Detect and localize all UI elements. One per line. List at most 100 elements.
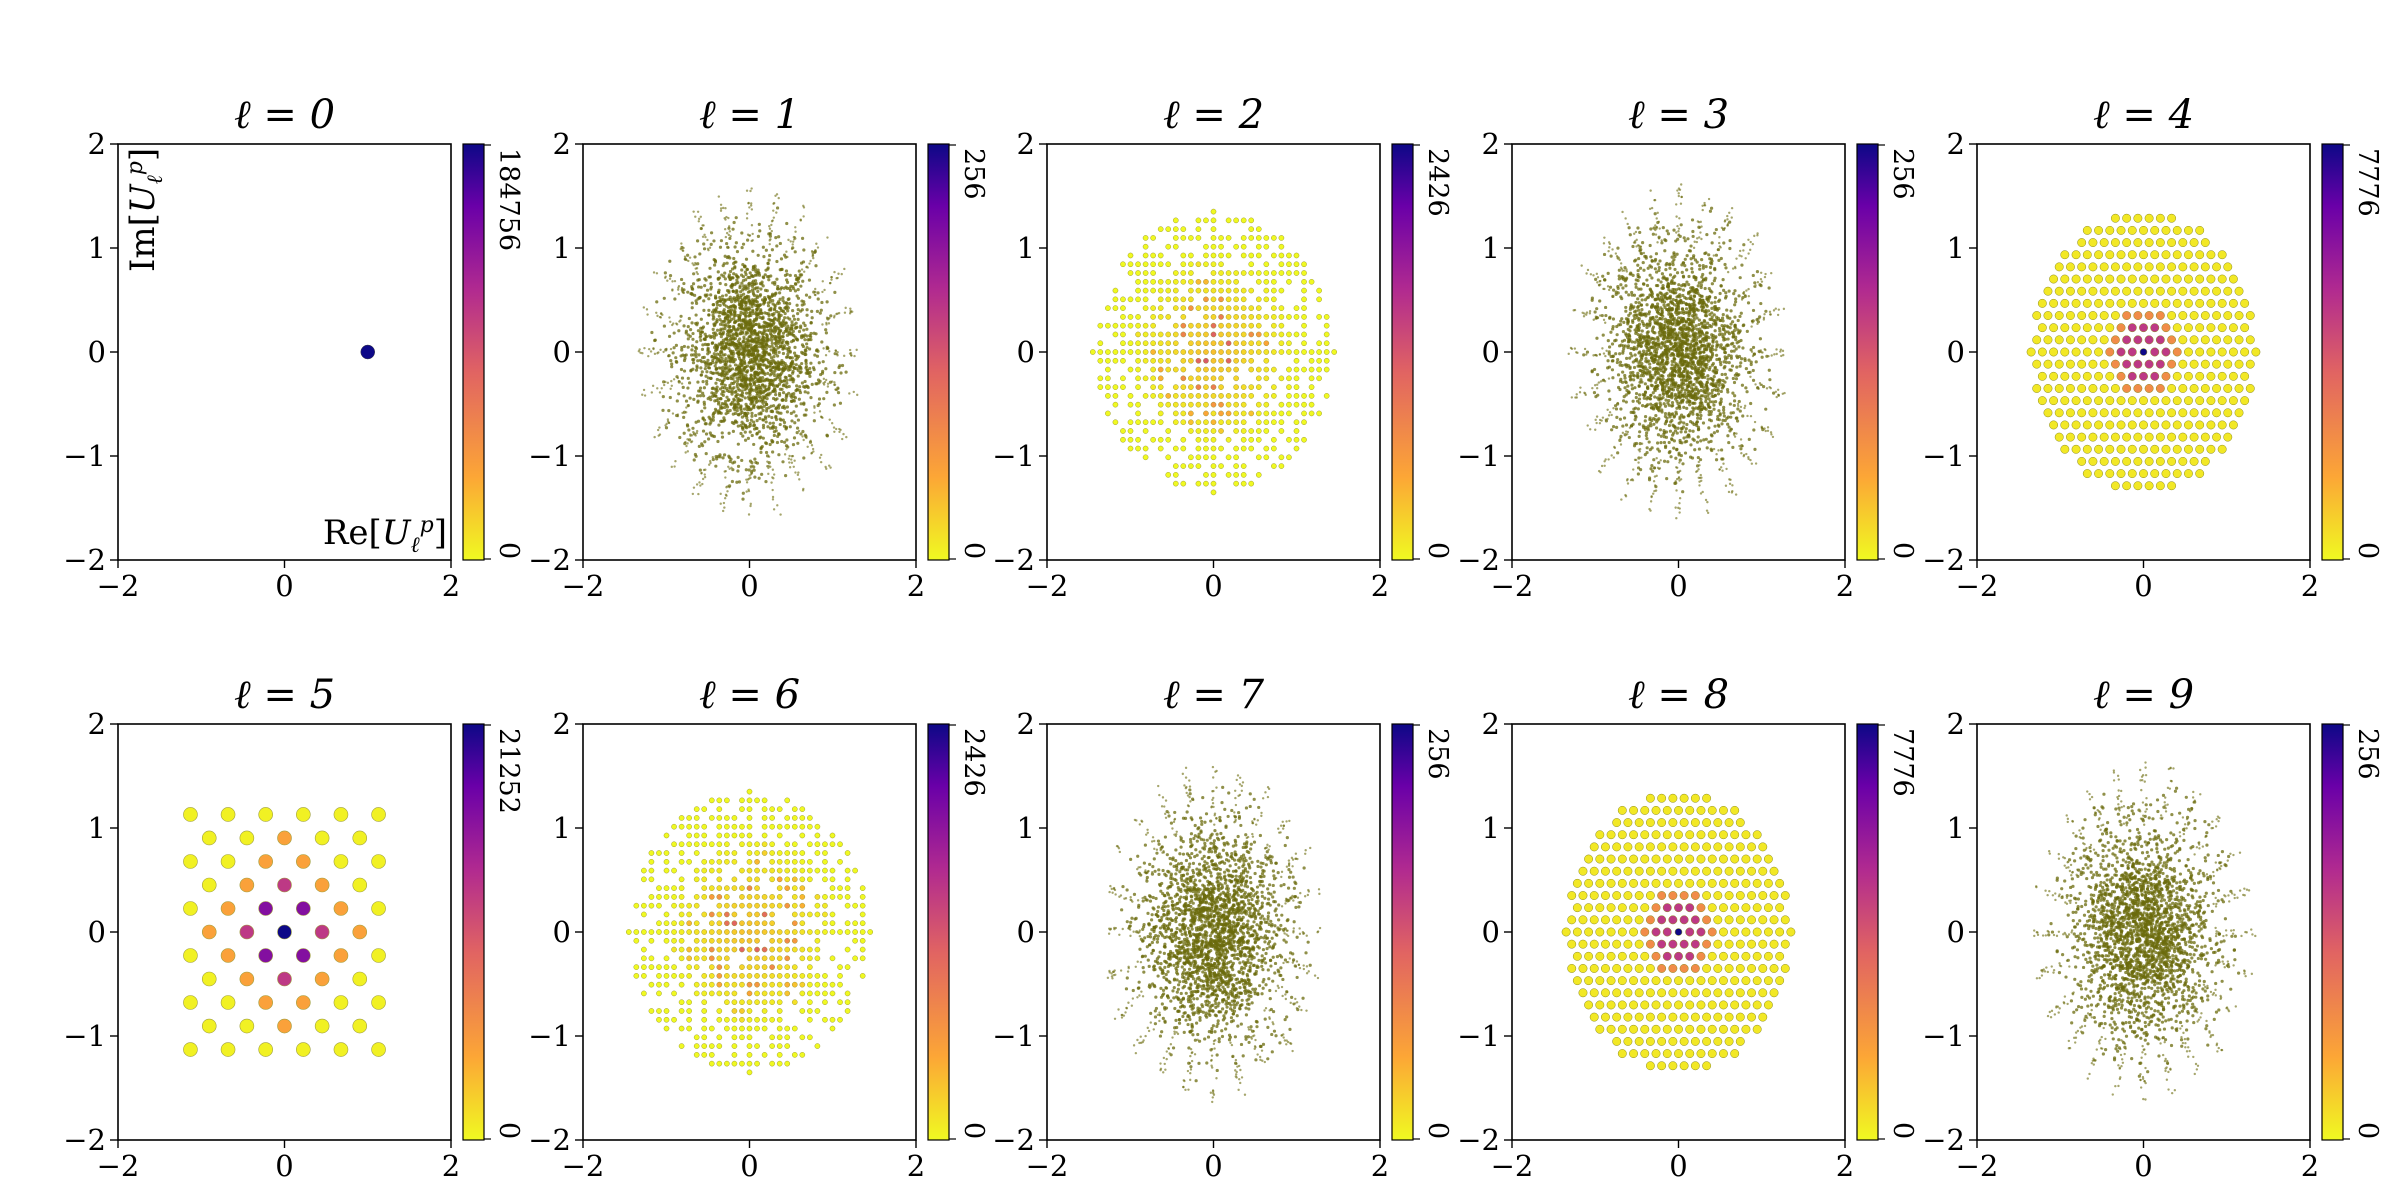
data-point [1718,329,1722,333]
data-point [749,204,753,207]
data-point [753,475,757,479]
data-point [1650,276,1654,280]
data-point [1248,322,1255,329]
data-point [1654,350,1659,354]
data-point [660,387,663,390]
data-point [1710,241,1714,245]
data-point [1150,349,1156,355]
data-point [751,290,755,294]
data-point [1697,322,1701,327]
data-point [791,329,795,333]
data-point [1698,350,1703,354]
data-point [1225,366,1232,373]
data-point [686,337,690,341]
data-point [1150,366,1156,373]
data-point [836,312,839,315]
data-point [749,373,753,377]
data-point [1731,445,1735,450]
data-point [686,290,690,294]
data-point [774,407,778,411]
data-point [728,337,733,341]
data-point [765,351,769,355]
data-point [1634,391,1639,396]
data-point [1240,445,1247,452]
data-point [702,299,706,303]
data-point [1764,309,1768,313]
data-point [1644,433,1648,438]
data-point [1225,270,1232,276]
data-point [1271,393,1277,399]
data-point [1263,314,1270,320]
data-point [653,352,657,356]
data-point [1663,323,1667,327]
y-axis-label: Im[Uℓp] [123,148,168,272]
data-point [1172,463,1179,469]
data-point [1120,384,1126,390]
data-point [709,281,713,286]
data-point [767,344,772,349]
data-point [1112,419,1119,426]
data-point [731,227,735,231]
data-point [1661,284,1665,288]
data-point [1135,419,1141,426]
data-point [754,340,758,344]
data-point [1240,472,1247,478]
data-point [1621,330,1626,334]
data-point [1188,357,1194,364]
data-point [702,308,706,312]
data-point [1323,349,1330,355]
data-point [713,364,717,368]
data-point [776,360,780,364]
data-point [1188,270,1194,276]
data-point [712,315,716,319]
data-point [771,425,775,429]
data-point [1233,419,1239,426]
data-point [777,235,781,239]
data-point [756,289,760,293]
data-point [764,248,768,252]
data-point [1195,401,1202,408]
data-point [1180,305,1187,311]
data-point [740,351,744,356]
data-point [725,261,729,265]
data-point [1240,243,1247,250]
data-point [1127,366,1134,373]
data-point [852,390,855,394]
data-point [765,397,769,401]
data-point [1165,454,1172,461]
data-point [1195,463,1202,469]
data-point [711,327,715,331]
data-point [1293,331,1300,338]
data-point [768,331,773,336]
data-point [748,423,752,428]
data-point [1726,337,1730,341]
data-point [740,281,744,285]
colorbar-min-label: 0 [493,542,524,559]
data-point [733,312,737,316]
data-point [1678,406,1682,411]
data-point [1631,244,1635,249]
data-point [1667,263,1672,267]
data-point [800,268,804,271]
data-point [709,376,713,380]
data-point [1225,331,1232,338]
data-point [785,250,788,253]
data-point [1271,384,1277,390]
data-point [667,409,671,413]
data-point [1758,337,1763,341]
data-point [1105,375,1111,382]
data-point [719,328,723,333]
panel-title: ℓ = 2 [1163,92,1264,138]
data-point [681,385,685,389]
data-point [1690,262,1694,266]
data-point [765,311,769,316]
data-point [1293,305,1300,311]
data-point [739,323,743,327]
data-point [1240,322,1247,329]
data-point [757,222,761,226]
data-point [671,412,675,415]
data-point [699,373,703,377]
data-point [1653,267,1657,271]
axes-frame [117,143,452,561]
data-point [1240,314,1247,320]
